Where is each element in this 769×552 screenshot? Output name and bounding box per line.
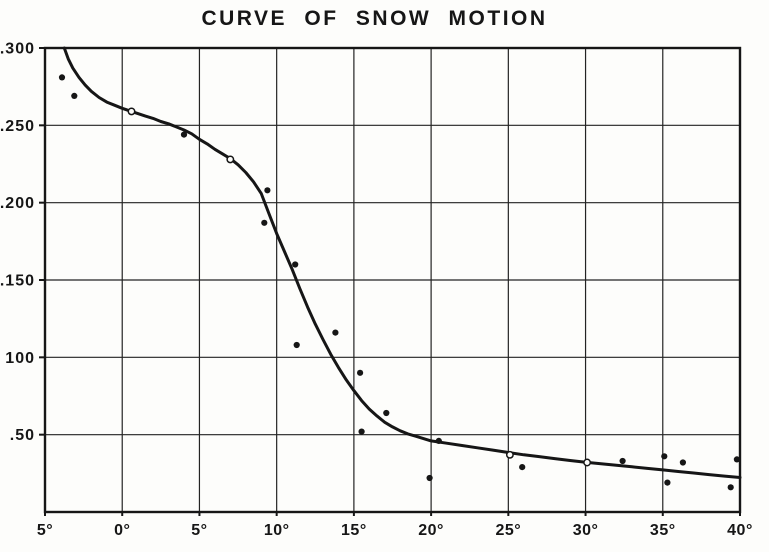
y-tick-label: .200: [0, 195, 35, 212]
data-point-filled: [661, 453, 668, 460]
y-tick-label: .250: [0, 118, 35, 135]
data-point-filled: [264, 187, 271, 194]
x-tick-label: 5°: [191, 522, 207, 539]
data-point-filled: [332, 329, 339, 336]
chart-title: CURVE OF SNOW MOTION: [201, 7, 548, 30]
data-point-open-circle: [583, 458, 592, 467]
data-point-filled: [293, 341, 300, 349]
data-point-filled: [383, 409, 390, 417]
x-tick-label: 10°: [264, 522, 290, 539]
data-point-open-circle: [226, 155, 235, 164]
data-point-filled: [180, 131, 188, 138]
data-point-filled: [733, 456, 741, 463]
data-point-filled: [435, 437, 442, 444]
x-tick-label: 20°: [418, 522, 444, 539]
data-point-filled: [292, 261, 299, 268]
data-point-filled: [261, 219, 268, 226]
y-tick-label: .300: [0, 41, 35, 58]
data-point-filled: [358, 428, 365, 435]
data-point-filled: [664, 479, 671, 486]
x-tick-label: 40°: [727, 522, 753, 539]
data-point-filled: [357, 369, 364, 376]
x-tick-label: 35°: [650, 522, 676, 539]
y-tick-label: .150: [0, 273, 35, 290]
data-point-filled: [619, 457, 626, 465]
x-tick-label: 25°: [495, 522, 521, 539]
x-tick-label: 15°: [341, 522, 367, 539]
data-point-filled: [426, 474, 433, 482]
x-tick-label: 5°: [37, 522, 53, 539]
data-point-filled: [71, 92, 78, 99]
data-point-open-circle: [127, 107, 136, 116]
snow-motion-curve: [62, 46, 742, 479]
data-point-filled: [519, 464, 526, 471]
y-tick-label: 100: [5, 350, 35, 367]
y-tick-label: .50: [10, 427, 35, 444]
data-point-open-circle: [505, 450, 514, 459]
data-point-filled: [58, 74, 66, 81]
x-tick-label: 30°: [573, 522, 599, 539]
data-point-filled: [679, 459, 687, 466]
data-point-filled: [727, 484, 734, 491]
x-tick-label: 0°: [114, 522, 130, 539]
